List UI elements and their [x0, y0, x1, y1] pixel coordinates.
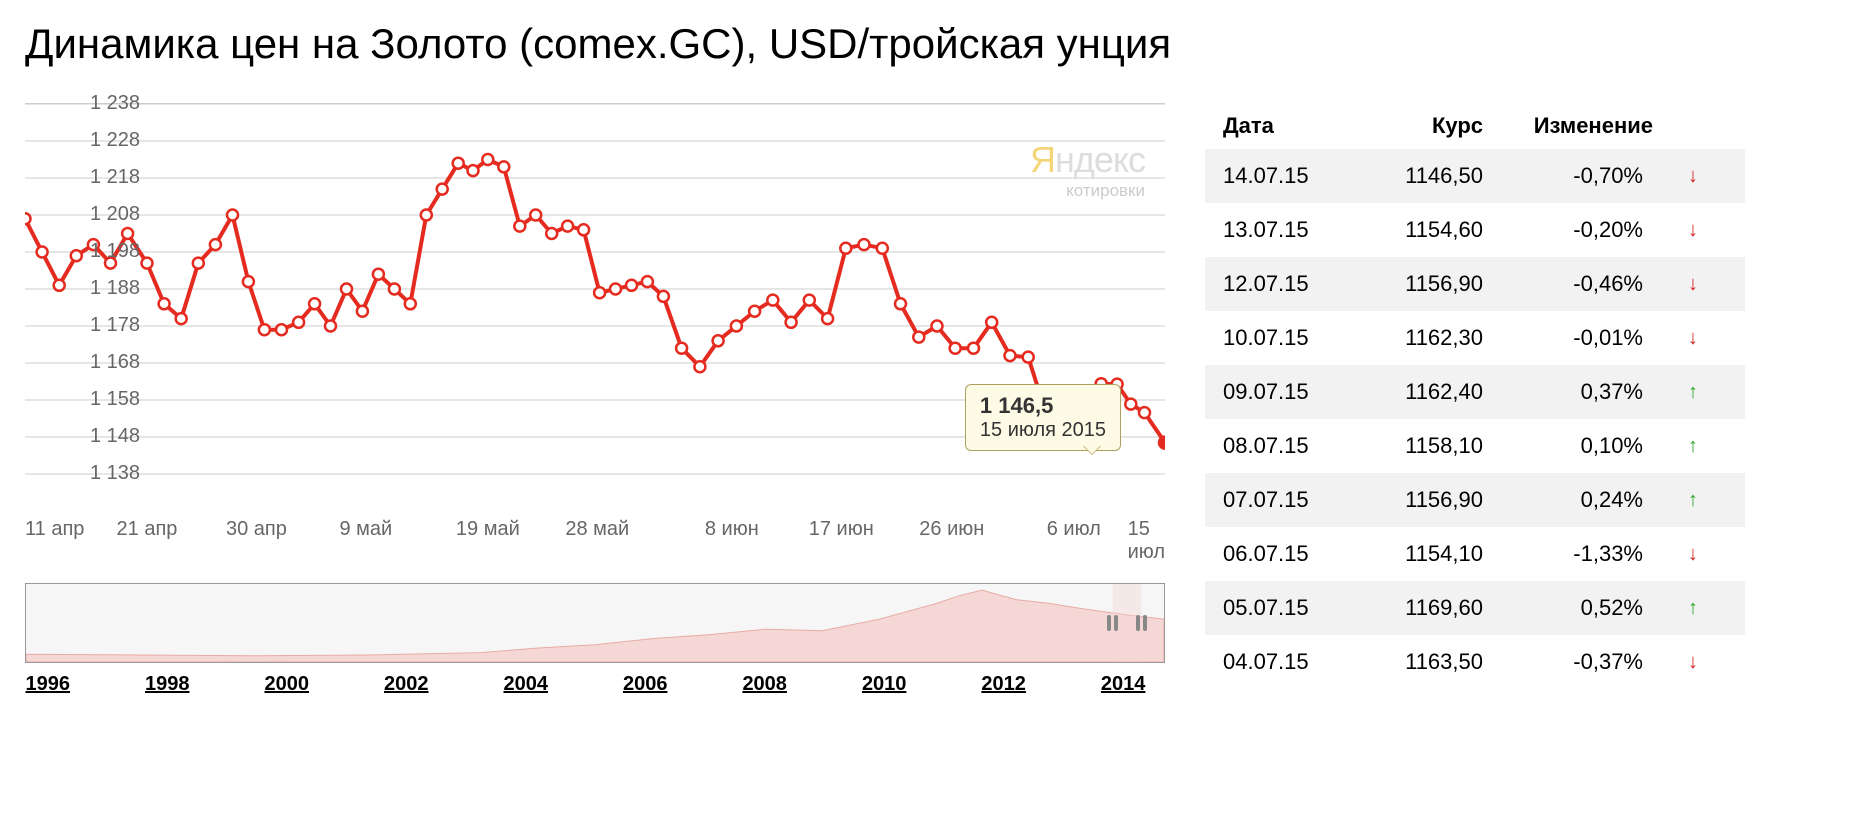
arrow-down-icon: ↓ — [1673, 273, 1713, 296]
overview-chart[interactable] — [25, 583, 1165, 663]
arrow-up-icon: ↑ — [1673, 381, 1713, 404]
year-labels: 1996 1998 2000 2002 2004 2006 2008 2010 2012 2014 — [25, 673, 1165, 703]
year-label[interactable]: 2014 — [1101, 673, 1146, 696]
table-row[interactable]: 06.07.151154,10-1,33%↓ — [1205, 527, 1745, 581]
cell-change: -0,20% — [1503, 217, 1673, 243]
arrow-down-icon: ↓ — [1673, 651, 1713, 674]
price-table: Дата Курс Изменение 14.07.151146,50-0,70… — [1205, 103, 1745, 703]
arrow-down-icon: ↓ — [1673, 165, 1713, 188]
cell-date: 12.07.15 — [1223, 271, 1363, 297]
x-tick-label: 6 июл — [1047, 518, 1101, 541]
y-tick-label: 1 158 — [80, 388, 140, 411]
cell-date: 06.07.15 — [1223, 541, 1363, 567]
table-row[interactable]: 04.07.151163,50-0,37%↓ — [1205, 635, 1745, 689]
table-row[interactable]: 14.07.151146,50-0,70%↓ — [1205, 149, 1745, 203]
x-axis-labels: 11 апр 21 апр 30 апр 9 май 19 май 28 май 8 июн… — [25, 518, 1165, 548]
table-row[interactable]: 13.07.151154,60-0,20%↓ — [1205, 203, 1745, 257]
cell-date: 10.07.15 — [1223, 325, 1363, 351]
x-tick-label: 8 июн — [705, 518, 759, 541]
cell-rate: 1154,10 — [1363, 541, 1503, 567]
cell-rate: 1156,90 — [1363, 271, 1503, 297]
x-tick-label: 30 апр — [226, 518, 287, 541]
arrow-up-icon: ↑ — [1673, 489, 1713, 512]
cell-change: -0,70% — [1503, 163, 1673, 189]
arrow-down-icon: ↓ — [1673, 327, 1713, 350]
content-container: 1 138 1 148 1 158 1 168 1 178 1 188 1 198 1 208… — [25, 103, 1862, 703]
cell-change: -0,37% — [1503, 649, 1673, 675]
main-chart[interactable]: 1 138 1 148 1 158 1 168 1 178 1 188 1 198 1 208… — [25, 103, 1165, 513]
chart-tooltip: 1 146,5 15 июля 2015 — [965, 384, 1121, 451]
y-tick-label: 1 238 — [80, 92, 140, 115]
col-header-change: Изменение — [1503, 113, 1673, 139]
table-row[interactable]: 09.07.151162,400,37%↑ — [1205, 365, 1745, 419]
x-tick-label: 9 май — [339, 518, 392, 541]
chart-section: 1 138 1 148 1 158 1 168 1 178 1 188 1 198 1 208… — [25, 103, 1165, 703]
year-label[interactable]: 1998 — [145, 673, 190, 696]
cell-date: 07.07.15 — [1223, 487, 1363, 513]
cell-change: 0,52% — [1503, 595, 1673, 621]
col-header-rate: Курс — [1363, 113, 1503, 139]
y-tick-label: 1 218 — [80, 166, 140, 189]
cell-date: 14.07.15 — [1223, 163, 1363, 189]
arrow-down-icon: ↓ — [1673, 543, 1713, 566]
y-tick-label: 1 138 — [80, 462, 140, 485]
cell-date: 13.07.15 — [1223, 217, 1363, 243]
yandex-watermark: Яндекс котировки — [1030, 139, 1145, 201]
cell-rate: 1154,60 — [1363, 217, 1503, 243]
cell-change: 0,24% — [1503, 487, 1673, 513]
year-label[interactable]: 2008 — [742, 673, 787, 696]
x-tick-label: 19 май — [456, 518, 520, 541]
cell-rate: 1169,60 — [1363, 595, 1503, 621]
cell-change: 0,37% — [1503, 379, 1673, 405]
cell-date: 09.07.15 — [1223, 379, 1363, 405]
cell-rate: 1146,50 — [1363, 163, 1503, 189]
x-tick-label: 15 июл — [1128, 518, 1165, 564]
arrow-down-icon: ↓ — [1673, 219, 1713, 242]
x-tick-label: 11 апр — [25, 518, 84, 541]
cell-change: -0,01% — [1503, 325, 1673, 351]
cell-change: 0,10% — [1503, 433, 1673, 459]
y-tick-label: 1 148 — [80, 425, 140, 448]
year-label[interactable]: 2000 — [264, 673, 309, 696]
x-tick-label: 28 май — [565, 518, 629, 541]
arrow-up-icon: ↑ — [1673, 435, 1713, 458]
year-label[interactable]: 2006 — [623, 673, 668, 696]
table-row[interactable]: 10.07.151162,30-0,01%↓ — [1205, 311, 1745, 365]
cell-rate: 1158,10 — [1363, 433, 1503, 459]
cell-rate: 1156,90 — [1363, 487, 1503, 513]
col-header-date: Дата — [1223, 113, 1363, 139]
cell-date: 04.07.15 — [1223, 649, 1363, 675]
y-tick-label: 1 198 — [80, 240, 140, 263]
page-title: Динамика цен на Золото (comex.GC), USD/т… — [25, 20, 1862, 68]
cell-date: 05.07.15 — [1223, 595, 1363, 621]
x-tick-label: 21 апр — [117, 518, 178, 541]
y-tick-label: 1 178 — [80, 314, 140, 337]
scrub-handle[interactable] — [1101, 584, 1125, 662]
cell-date: 08.07.15 — [1223, 433, 1363, 459]
year-label[interactable]: 1996 — [26, 673, 71, 696]
cell-rate: 1162,30 — [1363, 325, 1503, 351]
table-row[interactable]: 12.07.151156,90-0,46%↓ — [1205, 257, 1745, 311]
y-tick-label: 1 228 — [80, 129, 140, 152]
y-tick-label: 1 188 — [80, 277, 140, 300]
table-row[interactable]: 07.07.151156,900,24%↑ — [1205, 473, 1745, 527]
arrow-up-icon: ↑ — [1673, 597, 1713, 620]
cell-rate: 1162,40 — [1363, 379, 1503, 405]
year-label[interactable]: 2010 — [862, 673, 907, 696]
scrub-handle[interactable] — [1129, 584, 1153, 662]
x-tick-label: 26 июн — [919, 518, 984, 541]
y-tick-label: 1 168 — [80, 351, 140, 374]
y-tick-label: 1 208 — [80, 203, 140, 226]
year-label[interactable]: 2002 — [384, 673, 429, 696]
year-label[interactable]: 2012 — [981, 673, 1026, 696]
x-tick-label: 17 июн — [809, 518, 874, 541]
cell-change: -1,33% — [1503, 541, 1673, 567]
year-label[interactable]: 2004 — [503, 673, 548, 696]
table-header: Дата Курс Изменение — [1205, 103, 1745, 149]
cell-rate: 1163,50 — [1363, 649, 1503, 675]
table-row[interactable]: 08.07.151158,100,10%↑ — [1205, 419, 1745, 473]
cell-change: -0,46% — [1503, 271, 1673, 297]
table-row[interactable]: 05.07.151169,600,52%↑ — [1205, 581, 1745, 635]
